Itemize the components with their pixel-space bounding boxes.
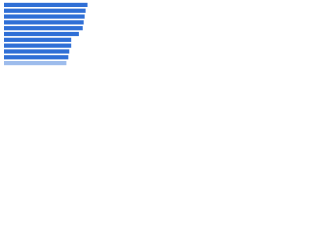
bar — [4, 31, 79, 37]
bar — [4, 2, 88, 8]
bar — [4, 20, 84, 25]
chart — [4, 2, 88, 66]
bar — [4, 55, 69, 60]
bar — [4, 14, 85, 19]
bar — [4, 60, 67, 66]
bar — [4, 43, 72, 48]
bar — [4, 49, 70, 54]
bar — [4, 26, 83, 31]
bar — [4, 37, 72, 42]
bar — [4, 8, 86, 13]
page: {"chart_data": {"type": "bar", "orientat… — [0, 0, 100, 71]
